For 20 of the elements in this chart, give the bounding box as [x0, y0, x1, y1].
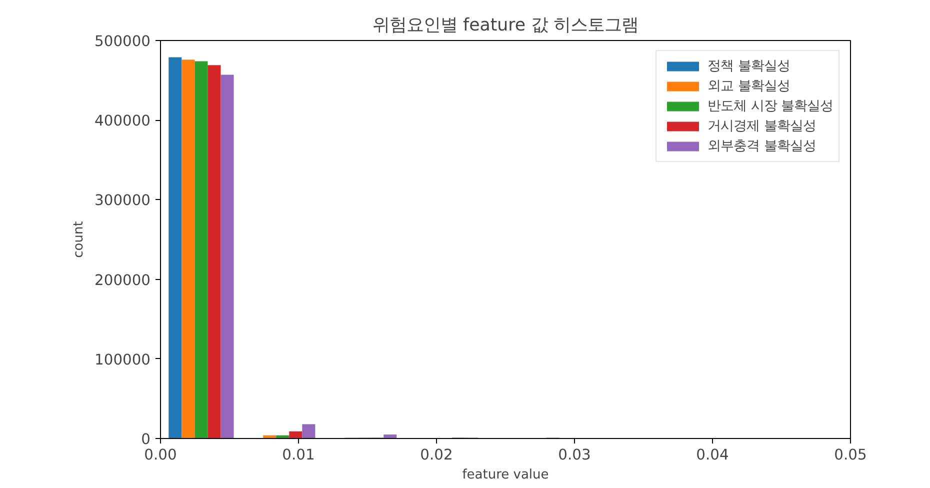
x-tick-label: 0.01 [282, 446, 315, 464]
x-axis-title: feature value [462, 468, 549, 482]
legend-label: 외교 불확실성 [708, 78, 790, 95]
y-tick-label: 500000 [94, 33, 151, 50]
y-tick-label: 200000 [94, 272, 151, 289]
legend-label: 반도체 시장 불확실성 [708, 98, 833, 115]
y-tick-label: 300000 [94, 192, 151, 210]
x-tick-label: 0.02 [420, 446, 453, 464]
legend-label: 정책 불확실성 [708, 58, 790, 75]
y-tick-label: 400000 [94, 112, 151, 130]
x-tick-label: 0.00 [144, 446, 177, 464]
chart-title: 위험요인별 feature 값 히스토그램 [372, 16, 639, 36]
x-tick-label: 0.05 [834, 446, 867, 464]
legend-label: 거시경제 불확실성 [708, 118, 816, 135]
x-tick-label: 0.03 [558, 446, 591, 464]
y-tick-label: 100000 [94, 351, 151, 368]
x-tick-label: 0.04 [696, 446, 729, 464]
legend-label: 외부충격 불확실성 [708, 138, 816, 155]
y-tick-label: 0 [141, 431, 151, 448]
y-axis-title: count [72, 221, 87, 258]
